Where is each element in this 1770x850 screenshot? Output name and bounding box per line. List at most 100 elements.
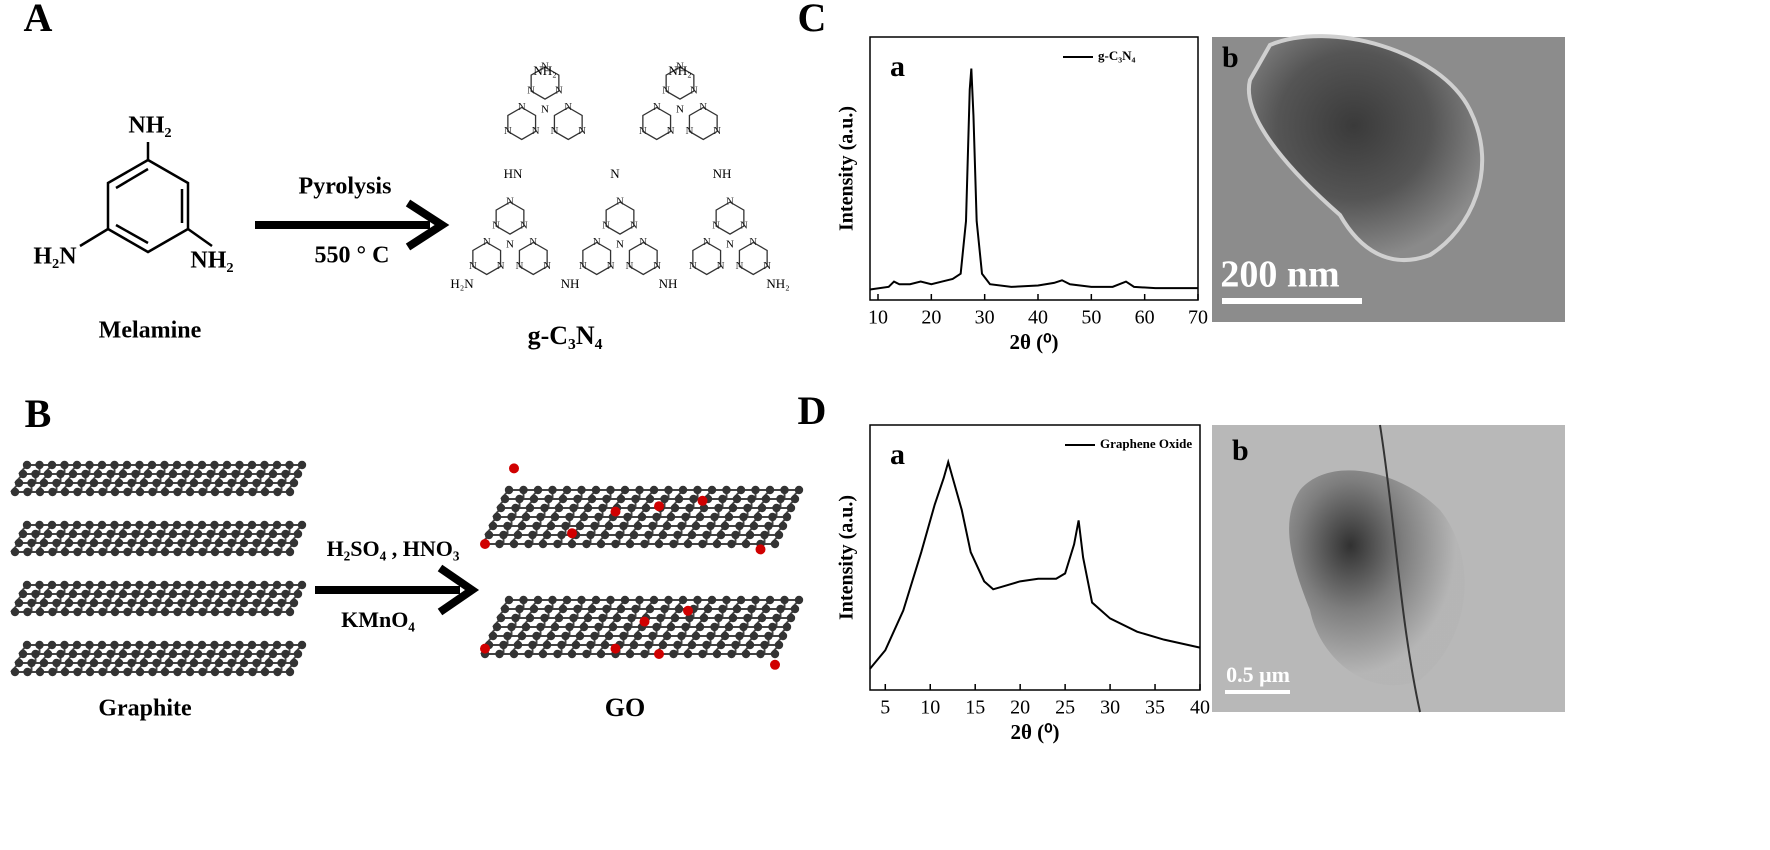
atom	[243, 589, 253, 599]
atom	[31, 589, 40, 599]
atom	[223, 547, 232, 557]
atom	[557, 530, 566, 540]
ring	[553, 106, 583, 141]
atom	[513, 640, 523, 650]
atom	[35, 640, 44, 650]
atom	[222, 640, 232, 650]
atom	[252, 538, 261, 548]
atom	[575, 631, 585, 641]
atom	[77, 598, 86, 608]
atom	[68, 649, 78, 659]
x-tick-label: 50	[1081, 307, 1101, 329]
atom	[160, 547, 170, 557]
atom	[181, 469, 190, 479]
atom	[139, 598, 149, 608]
atom	[687, 530, 697, 540]
atom	[693, 595, 702, 605]
ring-atom: N	[653, 101, 661, 113]
atom	[625, 539, 635, 549]
atom	[768, 622, 777, 632]
atom	[739, 512, 748, 522]
atom	[160, 580, 169, 590]
atom	[596, 649, 606, 659]
atom	[47, 640, 57, 650]
atom	[27, 538, 36, 548]
atom	[106, 649, 115, 659]
x-tick-label: 15	[965, 697, 985, 719]
atom	[147, 520, 157, 530]
atom	[488, 521, 498, 531]
atom	[181, 589, 190, 599]
atom	[114, 598, 124, 608]
atom	[177, 658, 186, 668]
atom	[542, 640, 552, 650]
atom	[786, 503, 796, 513]
atom	[268, 529, 278, 539]
ring-atom: N	[543, 260, 551, 272]
atom	[60, 667, 70, 677]
compound-name: Melamine	[99, 318, 202, 344]
atom	[256, 649, 265, 659]
atom	[635, 595, 644, 605]
atom	[218, 469, 228, 479]
atom	[43, 469, 53, 479]
atom	[127, 478, 136, 488]
atom	[753, 512, 763, 522]
atom	[185, 580, 194, 590]
atom	[114, 658, 124, 668]
atom	[297, 520, 307, 530]
atom	[47, 580, 57, 590]
oxygen	[639, 616, 650, 627]
atom	[285, 487, 295, 497]
atom	[689, 494, 698, 504]
ring-atom: N	[550, 125, 558, 137]
atom	[210, 640, 219, 650]
atom	[168, 589, 178, 599]
oxygen	[480, 539, 490, 549]
atom	[594, 622, 603, 632]
atom	[648, 521, 657, 531]
panel-label: A	[24, 0, 53, 40]
atom	[123, 487, 132, 497]
atom	[264, 658, 274, 668]
atom	[48, 667, 57, 677]
amine-label: H₂N	[33, 244, 77, 270]
atom	[68, 589, 78, 599]
atom	[173, 607, 182, 617]
atom	[615, 530, 624, 540]
atom	[48, 547, 57, 557]
atom	[260, 487, 270, 497]
atom	[14, 658, 24, 668]
atom	[583, 503, 593, 513]
atom	[619, 631, 628, 641]
atom	[649, 595, 659, 605]
x-tick-label: 40	[1028, 307, 1048, 329]
atom	[620, 595, 630, 605]
atom	[753, 622, 763, 632]
atom	[202, 658, 211, 668]
atom	[577, 595, 586, 605]
atom	[550, 512, 560, 522]
oxygen	[480, 643, 490, 654]
atom	[110, 640, 119, 650]
ring-atom: N	[579, 260, 587, 272]
atom	[724, 622, 734, 632]
atom	[18, 529, 28, 539]
arrow	[255, 199, 450, 251]
atom	[616, 494, 626, 504]
atom	[558, 604, 568, 614]
atom	[110, 607, 120, 617]
atom	[743, 503, 752, 513]
ring-atom: N	[639, 125, 647, 137]
atom	[731, 640, 740, 650]
atom	[48, 487, 57, 497]
atom	[235, 547, 245, 557]
ring-atom: N	[515, 260, 523, 272]
atom	[56, 649, 65, 659]
ring-atom: N	[497, 260, 505, 272]
atom	[673, 640, 682, 650]
atom	[699, 503, 709, 513]
atom	[131, 649, 140, 659]
atom	[135, 580, 144, 590]
atom	[264, 598, 274, 608]
